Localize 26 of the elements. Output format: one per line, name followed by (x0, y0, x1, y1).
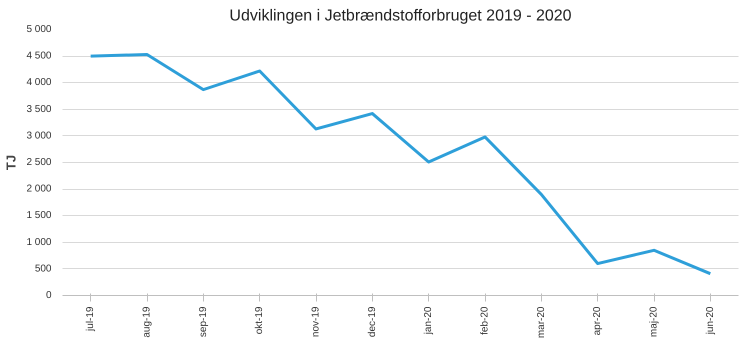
y-tick-label: 2 000 (26, 184, 52, 195)
y-tick-label: 3 000 (26, 130, 52, 142)
x-tick-label: okt-19 (254, 306, 266, 334)
x-tick-label: nov-19 (310, 306, 322, 338)
x-tick-label: aug-19 (142, 306, 152, 338)
y-tick-label: 3 500 (26, 104, 52, 115)
x-tick-label: mar-20 (536, 306, 547, 338)
x-tick-label: maj-20 (648, 306, 660, 338)
x-tick-label: apr-20 (592, 306, 604, 336)
y-axis-title: TJ (3, 154, 18, 170)
x-tick-label: jun-20 (704, 306, 716, 336)
y-tick-label: 2 500 (26, 157, 52, 168)
y-tick-label: 1 000 (26, 236, 52, 248)
line-series (89, 53, 712, 276)
y-tick-label: 4 000 (26, 77, 52, 88)
x-tick-label: feb-20 (480, 306, 490, 335)
x-tick-label: jan-20 (423, 306, 434, 336)
y-tick-label: 4 500 (26, 50, 52, 62)
y-tick-label: 5 000 (26, 24, 52, 35)
y-tick-label: 0 (46, 290, 52, 301)
x-tick-label: dec-19 (366, 306, 378, 338)
chart-title: Udviklingen i Jetbrændstofforbruget 2019 - 2020 (229, 8, 572, 24)
x-tick-label: sep-19 (198, 306, 209, 338)
x-tick-label: jul-19 (85, 306, 96, 332)
y-tick-label: 1 500 (26, 210, 52, 222)
y-tick-label: 500 (34, 263, 52, 274)
